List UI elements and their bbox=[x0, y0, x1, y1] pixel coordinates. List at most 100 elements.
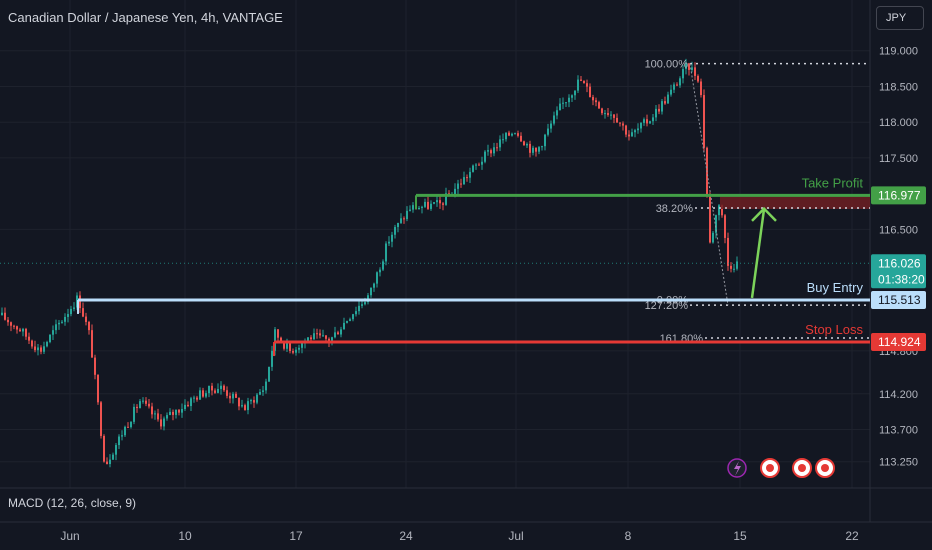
candle-body bbox=[379, 269, 381, 273]
currency-button[interactable]: JPY bbox=[876, 6, 924, 30]
candle-body bbox=[28, 336, 30, 341]
y-tick-label: 117.500 bbox=[879, 153, 918, 165]
candle-body bbox=[121, 435, 123, 437]
candle-body bbox=[595, 100, 597, 103]
candle-body bbox=[697, 75, 699, 82]
candle-body bbox=[25, 328, 27, 337]
flag-glyph bbox=[798, 464, 806, 472]
candle-body bbox=[472, 165, 474, 172]
candle-body bbox=[364, 302, 366, 305]
candle-body bbox=[313, 333, 315, 340]
candle-body bbox=[148, 403, 150, 407]
candle-body bbox=[31, 340, 33, 347]
candle-body bbox=[580, 79, 582, 81]
x-tick-label: Jun bbox=[60, 529, 79, 543]
candle-body bbox=[235, 393, 237, 398]
candle-body bbox=[340, 329, 342, 335]
candle-body bbox=[223, 385, 225, 391]
candle-body bbox=[514, 133, 516, 135]
candle-body bbox=[205, 393, 207, 397]
candle-body bbox=[409, 209, 411, 211]
candle-body bbox=[586, 83, 588, 87]
candle-body bbox=[217, 388, 219, 393]
candle-body bbox=[679, 78, 681, 86]
candle-body bbox=[511, 133, 513, 136]
candle-body bbox=[160, 419, 162, 427]
candle-body bbox=[229, 395, 231, 399]
projection-arrow bbox=[750, 206, 777, 299]
candle-body bbox=[109, 459, 111, 465]
candle-body bbox=[43, 346, 45, 352]
candle-body bbox=[694, 67, 696, 76]
candle-body bbox=[661, 101, 663, 112]
candle-body bbox=[328, 338, 330, 342]
candle-body bbox=[424, 201, 426, 207]
price-tags: 116.977 116.026 01:38:20 115.513 114.924 bbox=[871, 186, 926, 352]
candle-body bbox=[418, 207, 420, 210]
chart-title: Canadian Dollar / Japanese Yen, 4h, VANT… bbox=[8, 10, 283, 25]
candle-body bbox=[388, 241, 390, 244]
candle-body bbox=[106, 461, 108, 465]
candle-body bbox=[172, 411, 174, 415]
candle-body bbox=[646, 119, 648, 124]
fib-trend-line bbox=[689, 63, 729, 306]
macd-indicator-label[interactable]: MACD (12, 26, close, 9) bbox=[8, 496, 137, 510]
candle-body bbox=[493, 147, 495, 154]
x-tick-label: 8 bbox=[625, 529, 632, 543]
candle-body bbox=[352, 314, 354, 320]
candle-body bbox=[298, 347, 300, 350]
candle-body bbox=[574, 90, 576, 96]
candle-body bbox=[715, 215, 717, 233]
candle-body bbox=[202, 390, 204, 397]
candle-body bbox=[601, 108, 603, 114]
candle-body bbox=[370, 287, 372, 296]
candle-body bbox=[436, 200, 438, 203]
candle-body bbox=[460, 183, 462, 185]
candle-body bbox=[142, 400, 144, 402]
candle-body bbox=[112, 454, 114, 460]
candle-body bbox=[211, 385, 213, 391]
candle-body bbox=[457, 183, 459, 189]
candle-body bbox=[250, 400, 252, 402]
event-icons bbox=[727, 458, 835, 478]
candle-body bbox=[355, 311, 357, 315]
fib-level-label: 100.00% bbox=[645, 59, 689, 71]
take-profit-label: Take Profit bbox=[802, 175, 864, 190]
candle-body bbox=[37, 347, 39, 351]
candle-body bbox=[130, 421, 132, 428]
price-tag-buy-entry bbox=[871, 290, 926, 309]
candle-body bbox=[712, 232, 714, 243]
fib-level-label: 127.20% bbox=[645, 300, 689, 312]
candle-body bbox=[19, 329, 21, 332]
candle-body bbox=[331, 337, 333, 342]
candle-body bbox=[406, 210, 408, 220]
candle-body bbox=[52, 330, 54, 335]
candle-body bbox=[238, 397, 240, 407]
candle-body bbox=[100, 402, 102, 436]
candle-body bbox=[667, 94, 669, 104]
candle-body bbox=[724, 215, 726, 238]
candle-body bbox=[373, 283, 375, 288]
candle-body bbox=[553, 115, 555, 124]
candle-body bbox=[403, 218, 405, 220]
candle-body bbox=[433, 202, 435, 204]
candle-body bbox=[721, 205, 723, 216]
candle-body bbox=[547, 128, 549, 135]
candle-body bbox=[730, 265, 732, 269]
candle-body bbox=[97, 374, 99, 403]
candle-body bbox=[544, 134, 546, 147]
candle-body bbox=[85, 316, 87, 322]
candle-body bbox=[136, 406, 138, 409]
candle-body bbox=[523, 141, 525, 146]
candle-body bbox=[676, 84, 678, 86]
candle-body bbox=[286, 343, 288, 349]
candle-body bbox=[589, 86, 591, 98]
candle-body bbox=[487, 150, 489, 152]
candle-body bbox=[7, 319, 9, 323]
candle-body bbox=[274, 329, 276, 351]
candle-body bbox=[346, 320, 348, 323]
candle-body bbox=[382, 261, 384, 270]
candle-body bbox=[550, 123, 552, 129]
candle-body bbox=[316, 333, 318, 335]
